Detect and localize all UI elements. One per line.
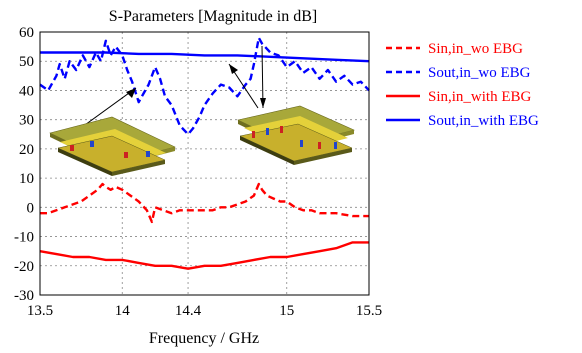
series-lines — [39, 36, 370, 270]
series-line-4 — [40, 51, 370, 63]
legend-label-1: Sin,in_wo EBG — [428, 41, 523, 57]
x-tick-label: 14.4 — [175, 303, 202, 319]
y-tick-label: -10 — [14, 230, 34, 246]
legend-label-2: Sout,in_wo EBG — [428, 65, 531, 81]
y-tick-label: 60 — [19, 25, 34, 41]
series-line-1 — [40, 182, 369, 224]
series-line-3 — [39, 241, 369, 270]
pcb-inset-left — [49, 87, 176, 176]
x-tick-label: 15.5 — [356, 303, 382, 319]
y-tick-label: 50 — [19, 54, 34, 70]
y-tick-label: -30 — [14, 288, 34, 304]
x-tick-label: 14 — [115, 303, 131, 319]
tick-labels: -30 -20 -10 0 10 20 30 40 50 60 13.5 14 14.4 15 15.5 — [14, 25, 382, 319]
x-tick-label: 13.5 — [27, 303, 53, 319]
series-line-2 — [39, 36, 370, 136]
y-tick-label: 30 — [19, 113, 34, 129]
y-tick-label: 20 — [19, 142, 34, 158]
y-tick-label: 0 — [27, 200, 35, 216]
pcb-inset-right — [228, 45, 355, 165]
chart-title: S-Parameters [Magnitude in dB] — [109, 8, 317, 25]
y-tick-label: 10 — [19, 171, 34, 187]
x-axis-label: Frequency / GHz — [149, 330, 259, 347]
plot-frame — [39, 31, 370, 296]
y-tick-label: 40 — [19, 83, 34, 99]
legend: Sin,in_wo EBG Sout,in_wo EBG Sin,in_with E… — [386, 41, 539, 129]
legend-label-3: Sin,in_with EBG — [428, 89, 532, 105]
y-tick-label: -20 — [14, 259, 34, 275]
x-tick-label: 15 — [279, 303, 294, 319]
legend-label-4: Sout,in_with EBG — [428, 113, 539, 129]
